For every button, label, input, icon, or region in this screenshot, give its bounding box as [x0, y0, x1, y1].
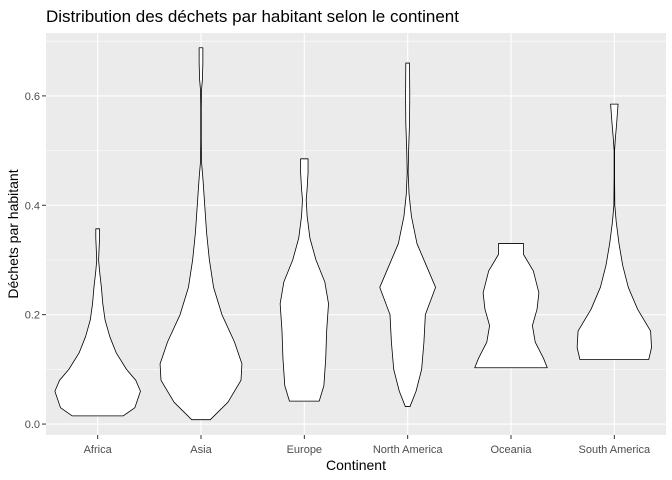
x-axis-title: Continent — [326, 457, 386, 473]
y-tick-label: 0.0 — [25, 419, 40, 431]
y-axis-ticks: 0.0 0.2 0.4 0.6 — [25, 91, 46, 431]
x-tick-label: Oceania — [491, 444, 533, 456]
chart-title: Distribution des déchets par habitant se… — [46, 7, 459, 26]
x-tick-label: Asia — [190, 444, 212, 456]
x-tick-label: Africa — [84, 444, 113, 456]
plot-panel — [46, 33, 666, 435]
violin-oceania — [474, 243, 548, 369]
violin-africa — [54, 228, 141, 417]
x-axis-ticks: Africa Asia Europe North America Oceania Sout… — [84, 435, 651, 456]
violin-europe — [279, 158, 329, 402]
y-tick-label: 0.6 — [25, 91, 40, 103]
violin-south-america — [576, 103, 652, 360]
y-tick-label: 0.4 — [25, 200, 40, 212]
y-tick-label: 0.2 — [25, 310, 40, 322]
violins — [54, 47, 652, 421]
x-tick-label: South America — [579, 444, 651, 456]
x-tick-label: North America — [373, 444, 444, 456]
violin-north-america — [379, 62, 436, 407]
y-axis-title: Déchets par habitant — [5, 169, 21, 298]
violin-asia — [159, 47, 243, 421]
x-tick-label: Europe — [287, 444, 322, 456]
